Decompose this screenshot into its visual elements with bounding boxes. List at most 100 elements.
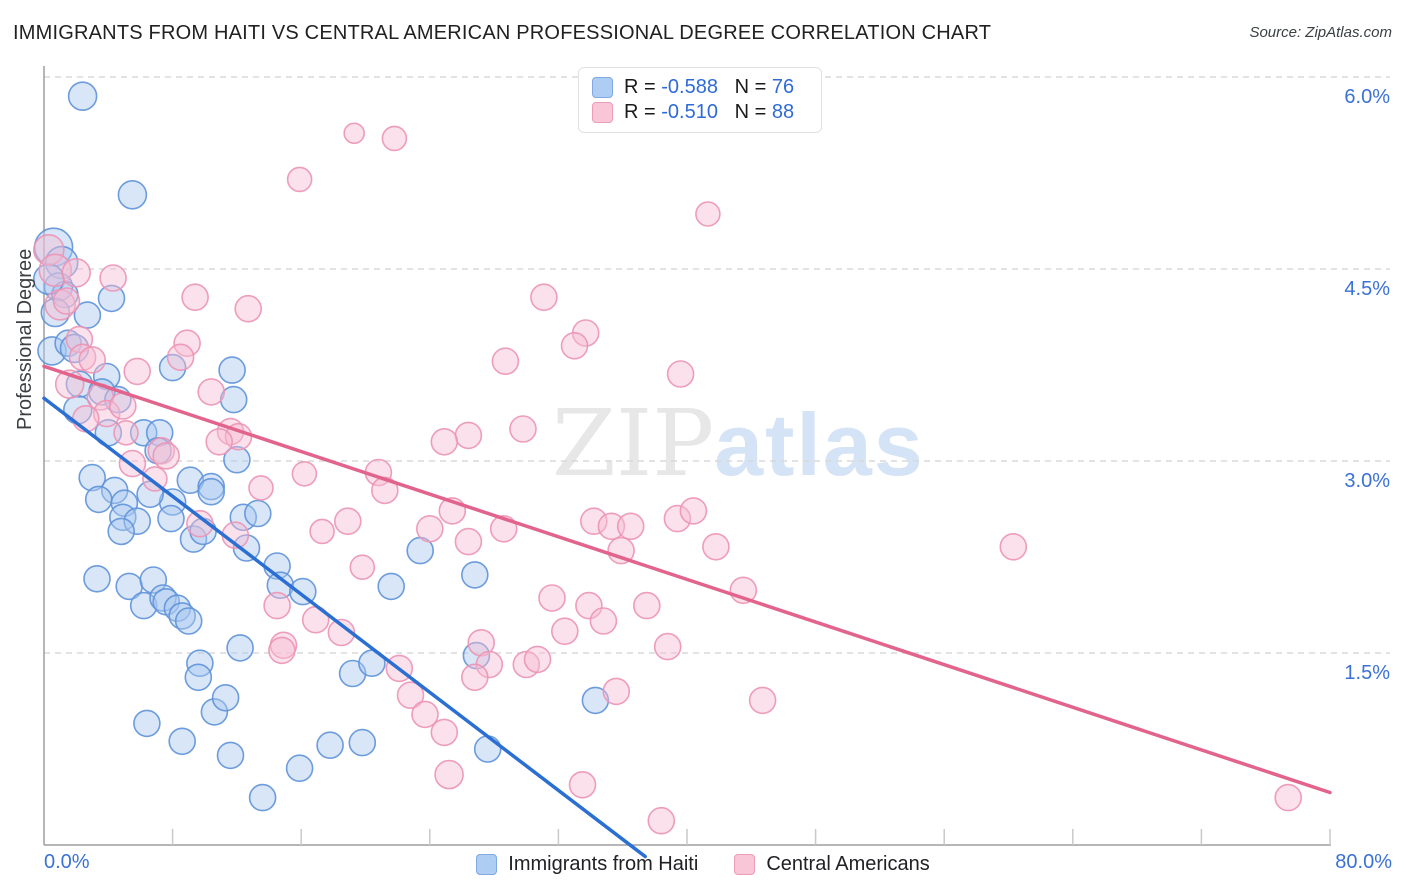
scatter-point-central-americans	[653, 632, 682, 661]
scatter-point-central-americans	[234, 294, 262, 323]
scatter-point-central-americans	[152, 442, 180, 470]
scatter-point-central-americans	[411, 700, 439, 729]
scatter-point-central-americans	[597, 512, 626, 541]
legend-item-central-americans[interactable]: Central Americans	[734, 852, 930, 876]
scatter-point-central-americans	[616, 512, 645, 541]
y-tick-label-6.0: 6.0%	[1344, 86, 1390, 108]
scatter-point-central-americans	[291, 460, 318, 487]
scatter-point-central-americans	[113, 419, 139, 446]
scatter-point-central-americans	[467, 628, 496, 657]
scatter-point-central-americans	[579, 507, 608, 536]
scatter-point-central-americans	[333, 507, 362, 536]
scatter-point-central-americans	[748, 686, 777, 715]
scatter-point-haiti	[186, 649, 214, 678]
y-tick-label-4.5: 4.5%	[1344, 278, 1390, 300]
scatter-point-haiti	[460, 561, 489, 589]
scatter-point-central-americans	[186, 509, 214, 538]
scatter-point-haiti	[216, 741, 245, 770]
scatter-point-haiti	[223, 445, 251, 474]
scatter-point-haiti	[243, 499, 272, 528]
legend-item-haiti[interactable]: Immigrants from Haiti	[476, 853, 698, 876]
scatter-point-central-americans	[666, 360, 695, 388]
scatter-point-central-americans	[248, 475, 274, 501]
scatter-point-central-americans	[430, 427, 459, 456]
scatter-point-central-americans	[1274, 783, 1302, 812]
scatter-point-central-americans	[575, 591, 603, 620]
scatter-point-central-americans	[434, 759, 464, 790]
scatter-point-central-americans	[263, 591, 291, 620]
scatter-point-central-americans	[68, 343, 97, 372]
scatter-point-central-americans	[268, 636, 296, 665]
r-value-central-american: -0.510	[661, 101, 718, 123]
scatter-point-central-americans	[454, 421, 483, 450]
haiti-legend-label: Immigrants from Haiti	[508, 852, 699, 875]
scatter-point-central-americans	[142, 466, 168, 492]
scatter-point-haiti	[133, 709, 161, 738]
x-axis-min-label: 0.0%	[44, 851, 90, 873]
scatter-point-haiti	[197, 477, 225, 506]
scatter-point-haiti	[67, 81, 98, 111]
scatter-point-central-americans	[32, 234, 65, 266]
scatter-point-haiti	[168, 727, 196, 756]
zipatlas-watermark: ZIPatlas	[552, 398, 925, 490]
haiti-legend-swatch	[476, 853, 498, 875]
scatter-point-central-americans	[65, 325, 94, 354]
scatter-point-haiti	[139, 566, 168, 594]
scatter-point-haiti	[107, 517, 135, 546]
haiti-series-swatch	[592, 77, 613, 98]
n-value-central-american: 88	[771, 101, 795, 123]
scatter-point-central-americans	[550, 617, 579, 646]
scatter-point-central-americans	[123, 357, 151, 386]
y-axis-title: Professional Degree	[14, 248, 36, 430]
scatter-point-central-americans	[286, 166, 313, 193]
scatter-point-central-americans	[663, 504, 692, 533]
scatter-point-central-americans	[99, 264, 127, 292]
page-title: IMMIGRANTS FROM HAITI VS CENTRAL AMERICA…	[13, 22, 992, 44]
source-attribution: Source: ZipAtlas.com	[1249, 24, 1392, 41]
central-americans-legend-label: Central Americans	[766, 852, 930, 875]
scatter-point-central-americans	[343, 122, 366, 145]
scatter-point-central-americans	[147, 436, 176, 465]
trend-line-central-americans	[42, 364, 1332, 795]
y-tick-label-1.5: 1.5%	[1344, 662, 1390, 684]
scatter-point-haiti	[157, 504, 185, 533]
scatter-point-haiti	[97, 284, 126, 313]
r-label: R =	[624, 101, 662, 123]
scatter-point-central-americans	[327, 618, 356, 647]
scatter-point-haiti	[184, 663, 213, 692]
central-americans-legend-swatch	[734, 853, 756, 875]
scatter-point-haiti	[266, 571, 295, 600]
n-label: N =	[734, 76, 772, 98]
scatter-point-haiti	[129, 418, 158, 447]
scatter-point-central-americans	[396, 681, 425, 710]
correlation-legend: R = -0.588 N = 76 R = -0.510 N = 88	[578, 67, 822, 133]
scatter-point-haiti	[200, 698, 229, 726]
scatter-point-haiti	[37, 336, 67, 366]
scatter-point-haiti	[285, 754, 314, 783]
scatter-point-central-americans	[702, 532, 730, 561]
x-axis-max-label: 80.0%	[1335, 851, 1392, 873]
scatter-point-haiti	[73, 301, 102, 329]
scatter-point-central-americans	[602, 677, 631, 706]
scatter-point-central-americans	[999, 532, 1028, 561]
scatter-point-central-americans	[454, 527, 483, 556]
scatter-point-central-americans	[523, 645, 552, 674]
scatter-point-haiti	[226, 634, 254, 662]
scatter-point-haiti	[174, 607, 203, 635]
r-value-haiti: -0.588	[661, 76, 718, 98]
scatter-point-haiti	[211, 683, 240, 712]
scatter-point-central-americans	[72, 404, 100, 433]
scatter-point-central-americans	[632, 591, 661, 620]
scatter-point-central-americans	[460, 663, 489, 692]
scatter-point-haiti	[288, 577, 317, 606]
scatter-point-central-americans	[61, 257, 91, 288]
scatter-point-central-americans	[349, 554, 376, 581]
scatter-point-haiti	[83, 564, 111, 593]
y-tick-label-3.0: 3.0%	[1344, 470, 1390, 492]
scatter-point-central-americans	[430, 718, 459, 747]
scatter-point-central-americans	[589, 607, 618, 635]
scatter-point-central-americans	[538, 584, 566, 612]
scatter-point-central-americans	[166, 343, 195, 372]
